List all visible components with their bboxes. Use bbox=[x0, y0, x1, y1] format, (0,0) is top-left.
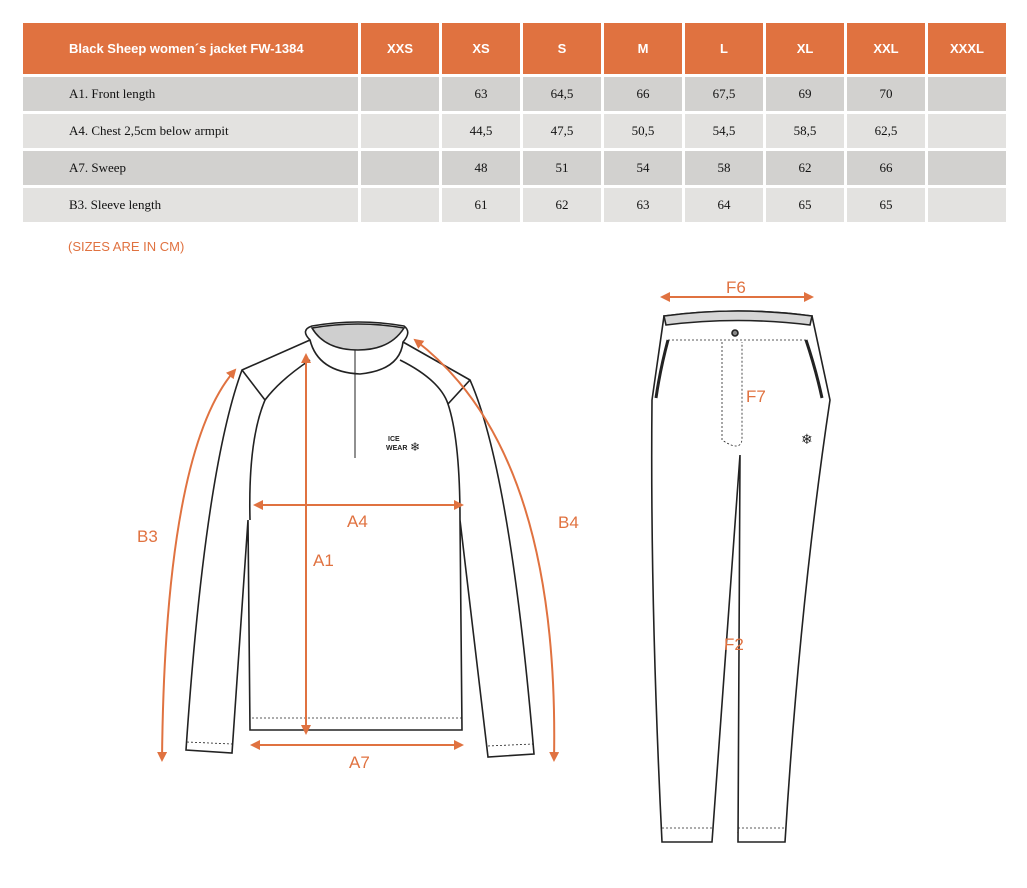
label-a7: A7 bbox=[349, 753, 370, 772]
size-header: L bbox=[685, 23, 763, 74]
size-value-cell bbox=[928, 188, 1006, 222]
size-value-cell bbox=[928, 151, 1006, 185]
size-value-cell: 50,5 bbox=[604, 114, 682, 148]
size-value-cell: 64 bbox=[685, 188, 763, 222]
size-value-cell: 47,5 bbox=[523, 114, 601, 148]
size-value-cell: 66 bbox=[604, 77, 682, 111]
size-value-cell: 62,5 bbox=[847, 114, 925, 148]
table-header-row: Black Sheep women´s jacket FW-1384 XXS X… bbox=[23, 23, 1006, 74]
table-row: A7. Sweep 48 51 54 58 62 66 bbox=[23, 151, 1006, 185]
size-value-cell: 48 bbox=[442, 151, 520, 185]
size-value-cell: 65 bbox=[766, 188, 844, 222]
size-header: XXXL bbox=[928, 23, 1006, 74]
measurement-label: A4. Chest 2,5cm below armpit bbox=[23, 114, 358, 148]
measurement-label: B3. Sleeve length bbox=[23, 188, 358, 222]
size-header: XXL bbox=[847, 23, 925, 74]
arrow-b4 bbox=[413, 338, 560, 762]
size-value-cell: 51 bbox=[523, 151, 601, 185]
size-value-cell: 54,5 bbox=[685, 114, 763, 148]
units-note: (SIZES ARE IN CM) bbox=[68, 239, 185, 254]
label-b3: B3 bbox=[137, 527, 158, 546]
size-chart-table: Black Sheep women´s jacket FW-1384 XXS X… bbox=[20, 20, 1009, 225]
label-a1: A1 bbox=[313, 551, 334, 570]
size-header: XXS bbox=[361, 23, 439, 74]
size-value-cell: 64,5 bbox=[523, 77, 601, 111]
label-a4: A4 bbox=[347, 512, 368, 531]
size-header: XL bbox=[766, 23, 844, 74]
logo-text-wear: WEAR bbox=[386, 445, 407, 452]
size-value-cell: 65 bbox=[847, 188, 925, 222]
measurement-label: A7. Sweep bbox=[23, 151, 358, 185]
size-value-cell bbox=[928, 114, 1006, 148]
size-header: XS bbox=[442, 23, 520, 74]
size-value-cell: 62 bbox=[766, 151, 844, 185]
label-f2: F2 bbox=[724, 635, 744, 654]
pants-illustration bbox=[650, 310, 831, 843]
size-value-cell bbox=[361, 188, 439, 222]
table-row: B3. Sleeve length 61 62 63 64 65 65 bbox=[23, 188, 1006, 222]
size-value-cell: 58,5 bbox=[766, 114, 844, 148]
jacket-illustration bbox=[185, 321, 535, 758]
size-value-cell bbox=[361, 114, 439, 148]
label-f6: F6 bbox=[726, 278, 746, 297]
size-value-cell: 58 bbox=[685, 151, 763, 185]
pants-snowflake-icon: ❄ bbox=[801, 431, 813, 447]
snowflake-logo-icon: ❄ bbox=[410, 440, 420, 454]
size-value-cell bbox=[361, 77, 439, 111]
size-value-cell: 69 bbox=[766, 77, 844, 111]
size-value-cell: 61 bbox=[442, 188, 520, 222]
size-value-cell: 63 bbox=[442, 77, 520, 111]
measurement-label: A1. Front length bbox=[23, 77, 358, 111]
size-header: M bbox=[604, 23, 682, 74]
table-row: A1. Front length 63 64,5 66 67,5 69 70 bbox=[23, 77, 1006, 111]
size-value-cell: 67,5 bbox=[685, 77, 763, 111]
size-header: S bbox=[523, 23, 601, 74]
table-title: Black Sheep women´s jacket FW-1384 bbox=[23, 23, 358, 74]
table-row: A4. Chest 2,5cm below armpit 44,5 47,5 50,5… bbox=[23, 114, 1006, 148]
arrow-b3 bbox=[157, 368, 237, 762]
size-value-cell: 62 bbox=[523, 188, 601, 222]
label-f7: F7 bbox=[746, 387, 766, 406]
size-value-cell: 44,5 bbox=[442, 114, 520, 148]
size-value-cell bbox=[928, 77, 1006, 111]
size-value-cell bbox=[361, 151, 439, 185]
size-value-cell: 54 bbox=[604, 151, 682, 185]
size-value-cell: 70 bbox=[847, 77, 925, 111]
size-value-cell: 66 bbox=[847, 151, 925, 185]
size-value-cell: 63 bbox=[604, 188, 682, 222]
label-b4: B4 bbox=[558, 513, 579, 532]
logo-text-ice: ICE bbox=[388, 436, 400, 443]
